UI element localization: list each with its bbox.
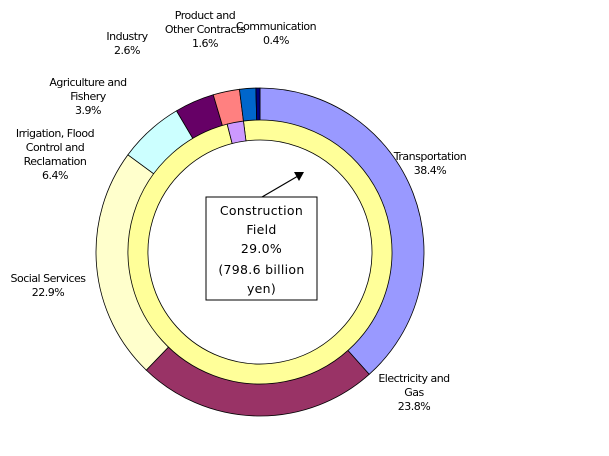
callout-arrow bbox=[261, 175, 299, 198]
label-industry: Industry 2.6% bbox=[106, 30, 148, 57]
label-communication: Communication 0.4% bbox=[236, 20, 317, 47]
label-social-services: Social Services 22.9% bbox=[11, 272, 87, 299]
callout-line-4: (798.6 billion bbox=[218, 262, 304, 277]
callout-box bbox=[205, 196, 318, 301]
callout-line-3: 29.0% bbox=[241, 241, 282, 256]
label-agriculture-and: Agriculture and Fishery 3.9% bbox=[49, 76, 126, 117]
inner-slice-other bbox=[226, 120, 247, 145]
callout-line-2: Field bbox=[246, 222, 276, 237]
label-transportation: Transportation 38.4% bbox=[393, 150, 467, 177]
inner-ring bbox=[127, 119, 393, 385]
label-electricity-and: Electricity and Gas 23.8% bbox=[378, 372, 449, 413]
inner-slice-construction-field bbox=[127, 119, 393, 385]
slice-labels: Transportation 38.4% Electricity and Gas 23.… bbox=[11, 9, 468, 413]
callout-arrowhead bbox=[294, 172, 304, 181]
outer-ring bbox=[95, 87, 425, 417]
callout-line-5: yen) bbox=[247, 281, 276, 296]
label-product-and: Product and Other Contracts 1.6% bbox=[165, 9, 246, 50]
label-irrigation-flood: Irrigation, Flood Control and Reclamation 6… bbox=[16, 127, 94, 182]
callout-line-1: Construction bbox=[220, 203, 303, 218]
